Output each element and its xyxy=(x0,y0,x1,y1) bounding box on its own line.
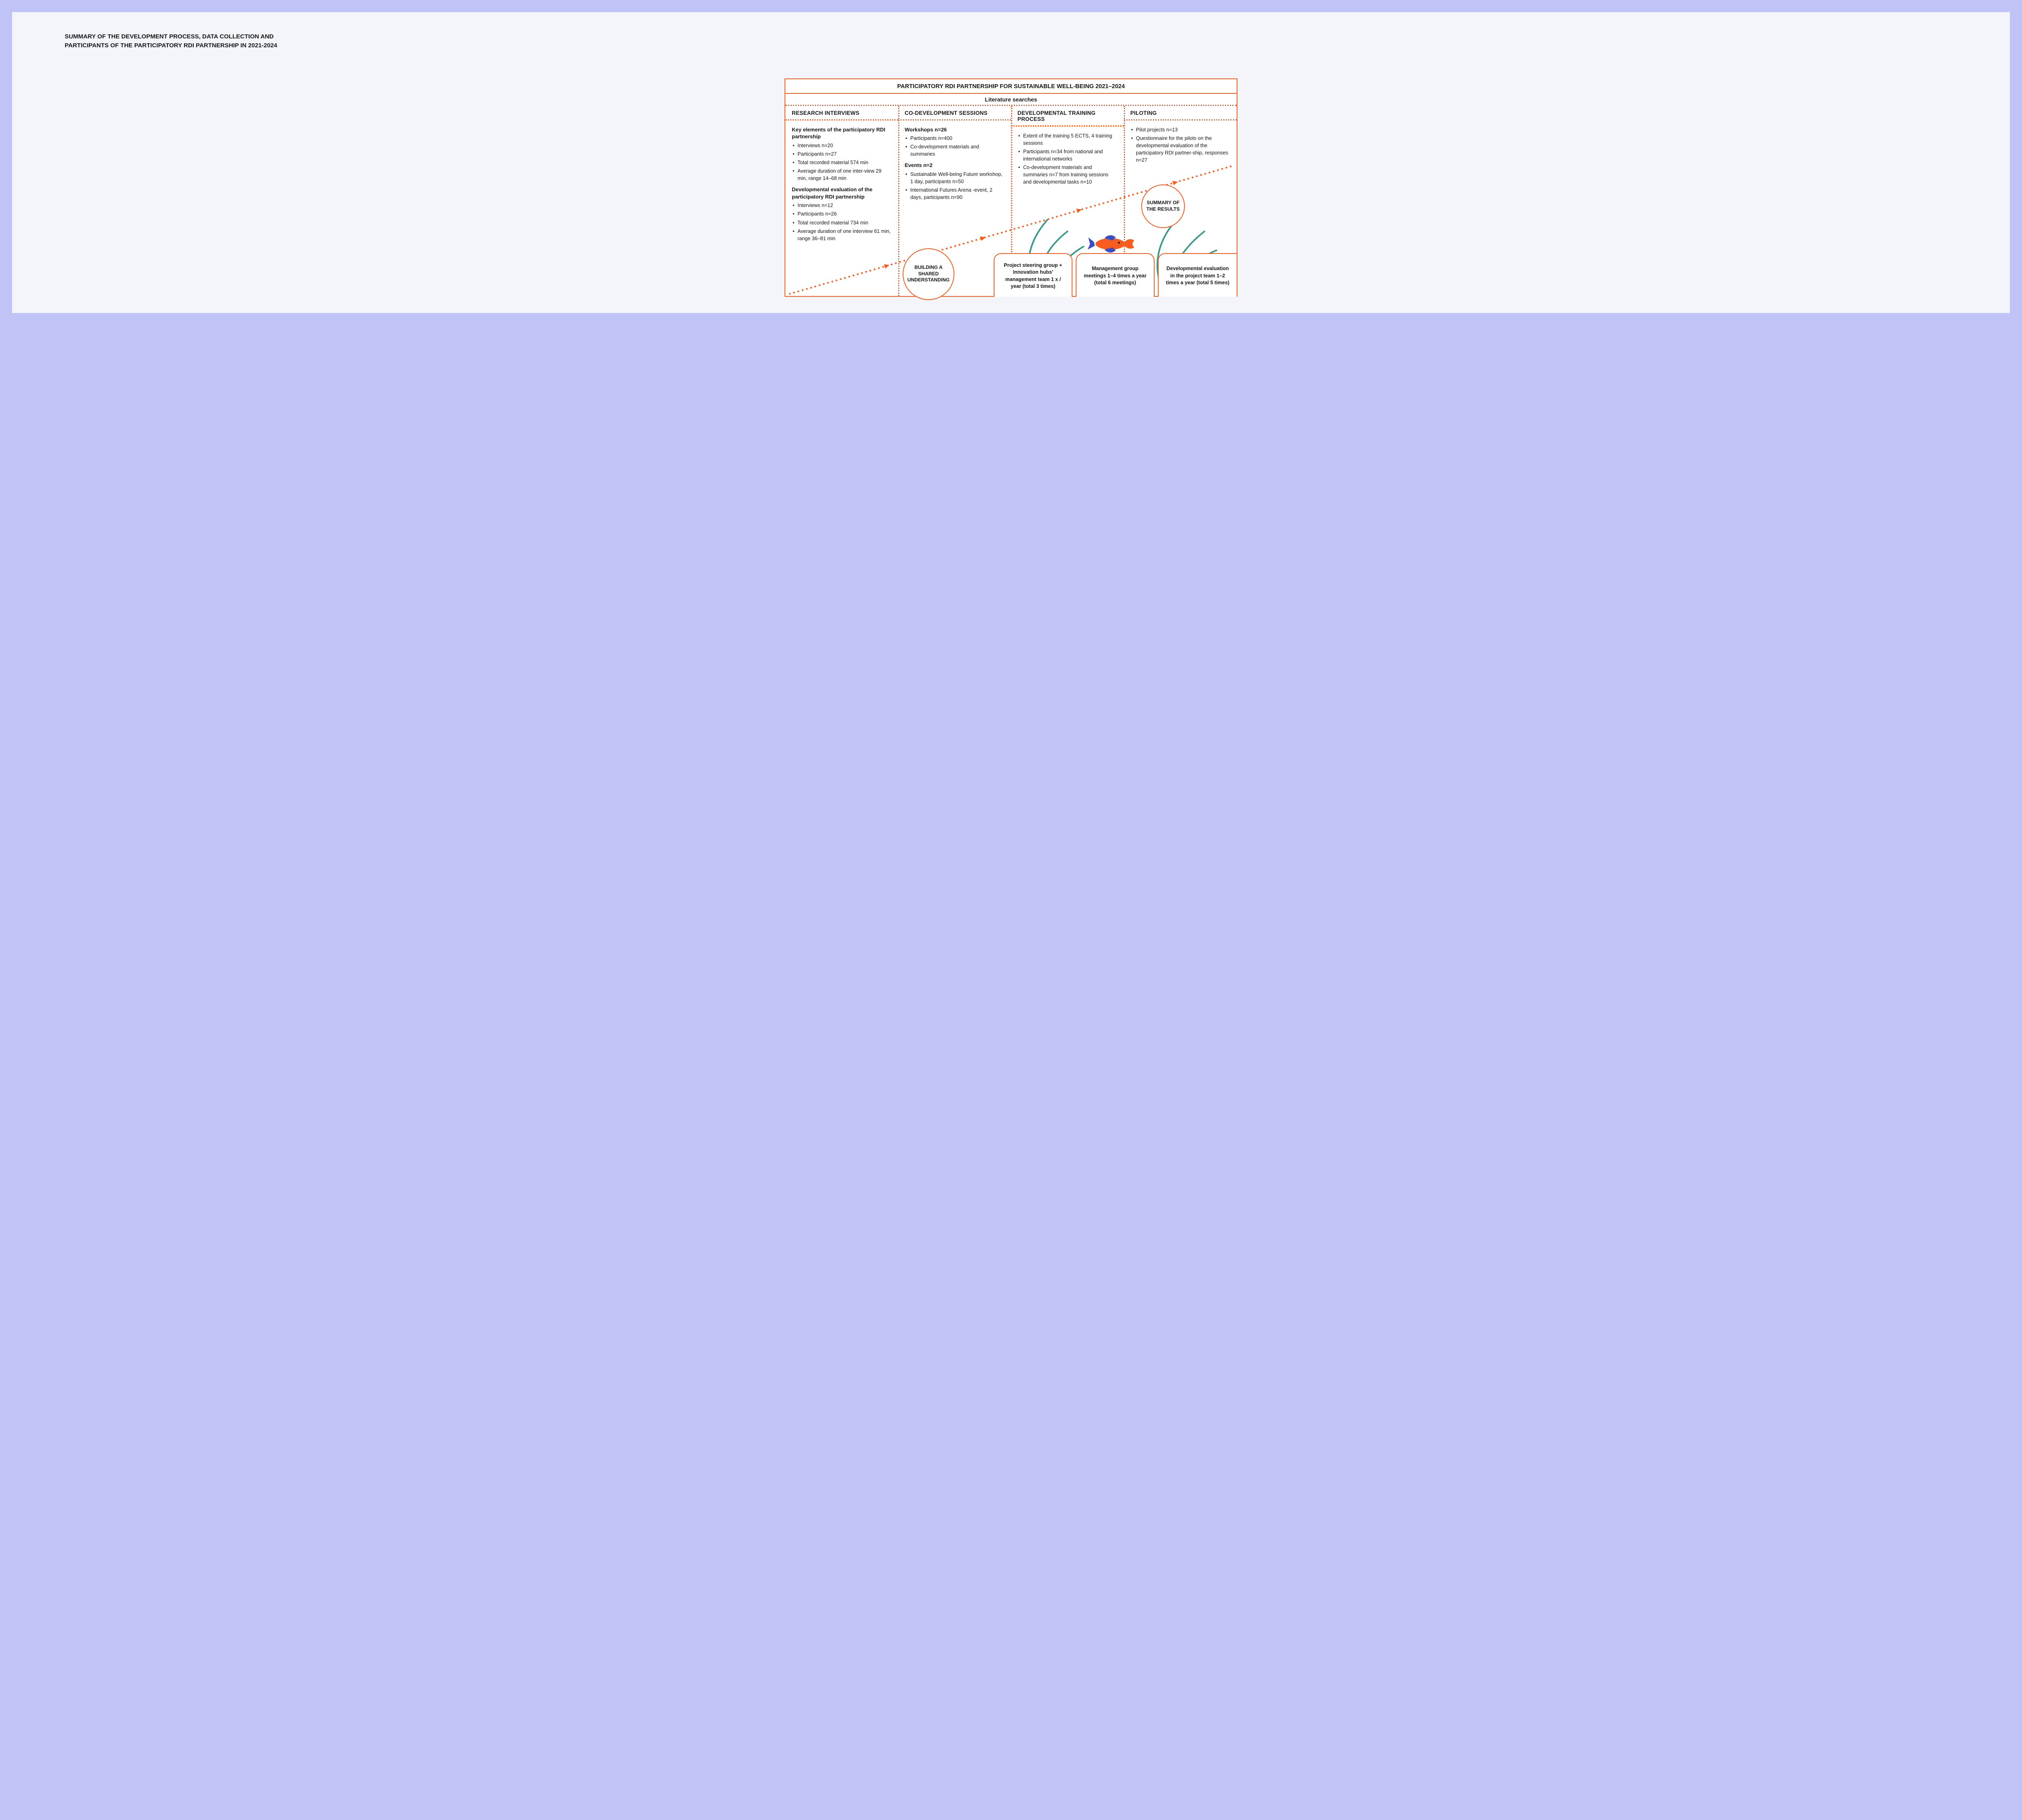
list-item: Co-development materials and summaries xyxy=(905,143,1005,158)
training-bullets: Extent of the training 5 ECTS, 4 trainin… xyxy=(1017,132,1117,186)
page-title: SUMMARY OF THE DEVELOPMENT PROCESS, DATA… xyxy=(65,32,348,50)
diagram-container: PARTICIPATORY RDI PARTNERSHIP FOR SUSTAI… xyxy=(785,78,1237,297)
list-item: Average duration of one inter-view 29 mi… xyxy=(793,167,892,182)
circle-summary-results: SUMMARY OF THE RESULTS xyxy=(1141,184,1185,228)
list-item: Participants n=400 xyxy=(905,135,1005,142)
list-item: Participants n=34 from national and inte… xyxy=(1018,148,1117,163)
research-dev-head: Developmental evaluation of the particip… xyxy=(792,186,892,200)
codev-workshops-bullets: Participants n=400 Co-development materi… xyxy=(905,135,1005,158)
list-item: Total recorded material 574 min xyxy=(793,159,892,166)
list-item: Questionnaire for the pilots on the deve… xyxy=(1131,135,1230,164)
col-head-codev: CO-DEVELOPMENT SESSIONS xyxy=(905,106,1005,119)
research-dev-bullets: Interviews n=12 Participants n=26 Total … xyxy=(792,202,892,242)
dotted-separator xyxy=(898,119,1011,120)
list-item: Participants n=27 xyxy=(793,150,892,158)
title-line2: PARTICIPANTS OF THE PARTICIPATORY RDI PA… xyxy=(65,42,277,49)
list-item: Co-development materials and summaries n… xyxy=(1018,164,1117,186)
tab-deveval-label: Developmental evaluation in the project … xyxy=(1164,265,1231,287)
tab-management-group: Management group meetings 1–4 times a ye… xyxy=(1076,253,1155,297)
research-key-head: Key elements of the participatory RDI pa… xyxy=(792,126,892,140)
tab-steering-group: Project steering group + Innovation hubs… xyxy=(994,253,1072,297)
literature-row: Literature searches xyxy=(785,94,1237,105)
dotted-separator xyxy=(785,119,898,120)
col-head-piloting: PILOTING xyxy=(1130,106,1230,119)
list-item: Average duration of one interview 61 min… xyxy=(793,228,892,242)
circle-summary-label: SUMMARY OF THE RESULTS xyxy=(1145,200,1181,212)
tab-management-label: Management group meetings 1–4 times a ye… xyxy=(1082,265,1148,287)
tab-developmental-evaluation: Developmental evaluation in the project … xyxy=(1158,253,1237,297)
codev-events-bullets: Sustainable Well-being Future workshop, … xyxy=(905,171,1005,201)
title-line1: SUMMARY OF THE DEVELOPMENT PROCESS, DATA… xyxy=(65,33,274,40)
col-research-interviews: RESEARCH INTERVIEWS Key elements of the … xyxy=(785,106,898,296)
page: SUMMARY OF THE DEVELOPMENT PROCESS, DATA… xyxy=(12,12,2010,313)
piloting-bullets: Pilot projects n=13 Questionnaire for th… xyxy=(1130,126,1230,164)
codev-workshops-head: Workshops n=26 xyxy=(905,126,1005,133)
codev-events-head: Events n=2 xyxy=(905,162,1005,169)
list-item: Total recorded material 734 min xyxy=(793,219,892,226)
col-head-training: DEVELOPMENTAL TRAINING PROCESS xyxy=(1017,106,1117,125)
dotted-separator xyxy=(1124,119,1237,120)
col-head-research: RESEARCH INTERVIEWS xyxy=(792,106,892,119)
dotted-separator xyxy=(1011,125,1124,127)
circle-building-label: BUILDING A SHARED UNDERSTANDING xyxy=(907,264,950,283)
bottom-tabs: Project steering group + Innovation hubs… xyxy=(994,253,1237,297)
list-item: Pilot projects n=13 xyxy=(1131,126,1230,133)
list-item: Interviews n=12 xyxy=(793,202,892,209)
list-item: Extent of the training 5 ECTS, 4 trainin… xyxy=(1018,132,1117,147)
diagram-banner: PARTICIPATORY RDI PARTNERSHIP FOR SUSTAI… xyxy=(785,79,1237,94)
list-item: Sustainable Well-being Future workshop, … xyxy=(905,171,1005,185)
circle-building-shared-understanding: BUILDING A SHARED UNDERSTANDING xyxy=(903,248,954,300)
list-item: International Futures Arena -event, 2 da… xyxy=(905,186,1005,201)
list-item: Participants n=26 xyxy=(793,210,892,218)
diagram-frame: PARTICIPATORY RDI PARTNERSHIP FOR SUSTAI… xyxy=(785,78,1237,297)
research-key-bullets: Interviews n=20 Participants n=27 Total … xyxy=(792,142,892,182)
tab-steering-label: Project steering group + Innovation hubs… xyxy=(1000,262,1066,290)
list-item: Interviews n=20 xyxy=(793,142,892,149)
